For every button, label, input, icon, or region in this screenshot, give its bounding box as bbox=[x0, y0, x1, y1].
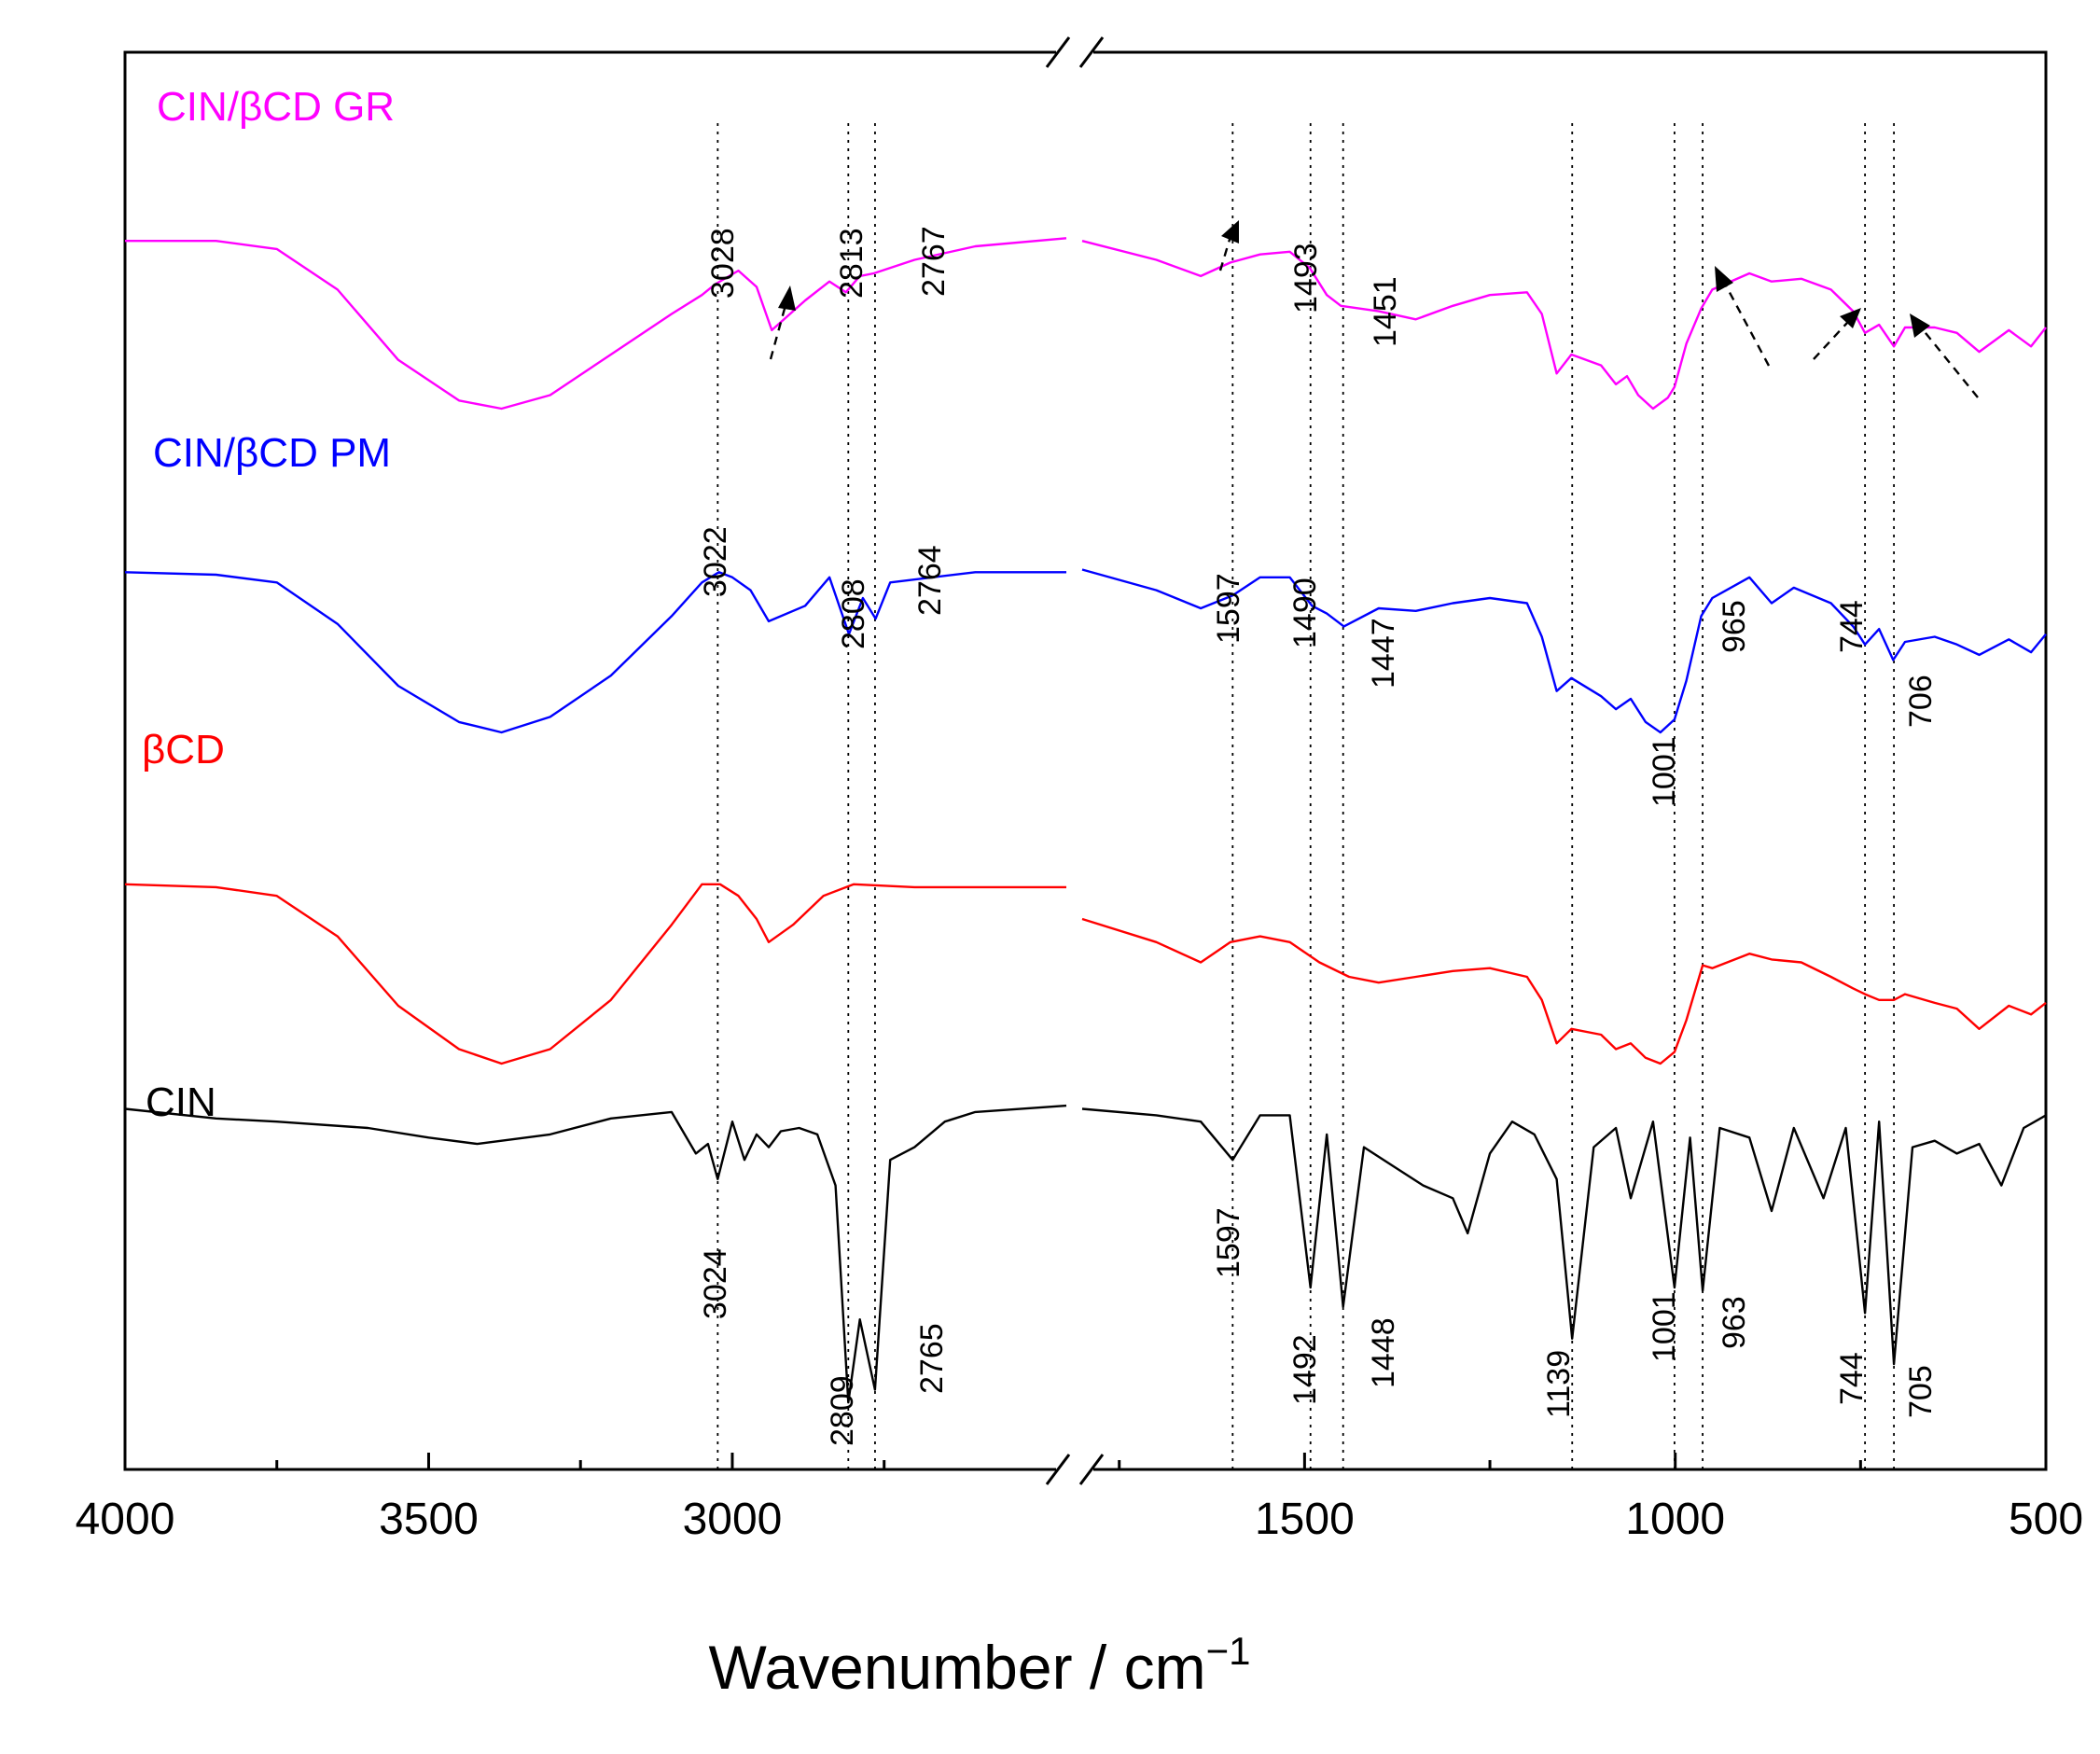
peak-label: 963 bbox=[1717, 1296, 1752, 1349]
spectrum-bcd-segment1 bbox=[124, 883, 1066, 1065]
peak-label: 2809 bbox=[825, 1375, 860, 1446]
peak-label: 1139 bbox=[1541, 1350, 1577, 1418]
axis-break-marks bbox=[1045, 36, 1105, 1485]
series-label-gr: CIN/βCD GR bbox=[157, 84, 395, 130]
peak-label: 744 bbox=[1834, 1352, 1870, 1405]
peak-label: 965 bbox=[1717, 600, 1752, 653]
peak-label: 1447 bbox=[1366, 618, 1401, 689]
spectrum-pm-segment1 bbox=[124, 571, 1066, 734]
arrow-annotation bbox=[1218, 220, 1239, 271]
peak-label: 1493 bbox=[1288, 243, 1324, 313]
peak-label: 1451 bbox=[1368, 276, 1403, 347]
x-tick-label: 1500 bbox=[1255, 1495, 1355, 1544]
x-axis-ticks: 4000 3500 3000 1500 1000 500 bbox=[76, 1453, 2083, 1544]
peak-label: 1597 bbox=[1211, 573, 1246, 644]
series-label-bcd: βCD bbox=[142, 727, 225, 773]
peak-labels-cin: 3024 2809 2765 1597 1492 1448 1139 1001 … bbox=[698, 1207, 1939, 1446]
spectrum-gr-segment2 bbox=[1081, 240, 2047, 411]
peak-label: 744 bbox=[1834, 600, 1870, 653]
arrow-annotation bbox=[1715, 266, 1771, 367]
arrow-annotation bbox=[1910, 313, 1979, 398]
peak-label: 3022 bbox=[698, 526, 733, 597]
x-axis-title-exponent: −1 bbox=[1206, 1629, 1251, 1673]
x-tick-label: 3000 bbox=[683, 1495, 783, 1544]
axis-break-gap bbox=[1056, 37, 1093, 1483]
peak-label: 2764 bbox=[912, 545, 948, 616]
peak-label: 3028 bbox=[705, 228, 741, 299]
series-label-pm: CIN/βCD PM bbox=[153, 430, 391, 476]
annotation-arrows bbox=[769, 220, 1979, 398]
peak-label: 1001 bbox=[1647, 736, 1682, 807]
x-tick-label: 1000 bbox=[1625, 1495, 1725, 1544]
peak-label: 1597 bbox=[1211, 1207, 1246, 1278]
peak-guide-lines bbox=[716, 123, 1896, 1469]
spectrum-cin-segment2 bbox=[1081, 1107, 2047, 1366]
spectra bbox=[124, 237, 2047, 1404]
arrow-annotation bbox=[769, 285, 796, 360]
peak-label: 2813 bbox=[834, 228, 869, 299]
peak-label: 1001 bbox=[1647, 1291, 1682, 1362]
peak-labels-pm: 3022 2808 2764 1597 1490 1447 1001 965 7… bbox=[698, 526, 1939, 807]
peak-label: 706 bbox=[1903, 675, 1939, 728]
series-label-cin: CIN bbox=[146, 1079, 216, 1125]
x-axis-title: Wavenumber / cm−1 bbox=[709, 1629, 1251, 1702]
spectrum-gr-segment1 bbox=[125, 237, 1067, 411]
peak-label: 1448 bbox=[1366, 1317, 1401, 1388]
peak-label: 3024 bbox=[698, 1248, 733, 1319]
spectrum-cin-segment1 bbox=[124, 1104, 1067, 1404]
peak-label: 705 bbox=[1903, 1365, 1939, 1418]
x-tick-label: 3500 bbox=[379, 1495, 479, 1544]
spectrum-bcd-segment2 bbox=[1081, 917, 2047, 1065]
peak-label: 2808 bbox=[836, 578, 871, 649]
peak-label: 1492 bbox=[1287, 1334, 1323, 1405]
peak-label: 2765 bbox=[914, 1323, 950, 1394]
peak-label: 2767 bbox=[916, 226, 952, 297]
arrow-annotation bbox=[1813, 308, 1861, 360]
x-tick-label: 500 bbox=[2009, 1495, 2083, 1544]
peak-label: 1490 bbox=[1287, 578, 1323, 648]
peak-labels-gr: 3028 2813 2767 1493 1451 bbox=[705, 226, 1403, 347]
x-tick-label: 4000 bbox=[76, 1495, 175, 1544]
spectrum-pm-segment2 bbox=[1081, 568, 2047, 734]
